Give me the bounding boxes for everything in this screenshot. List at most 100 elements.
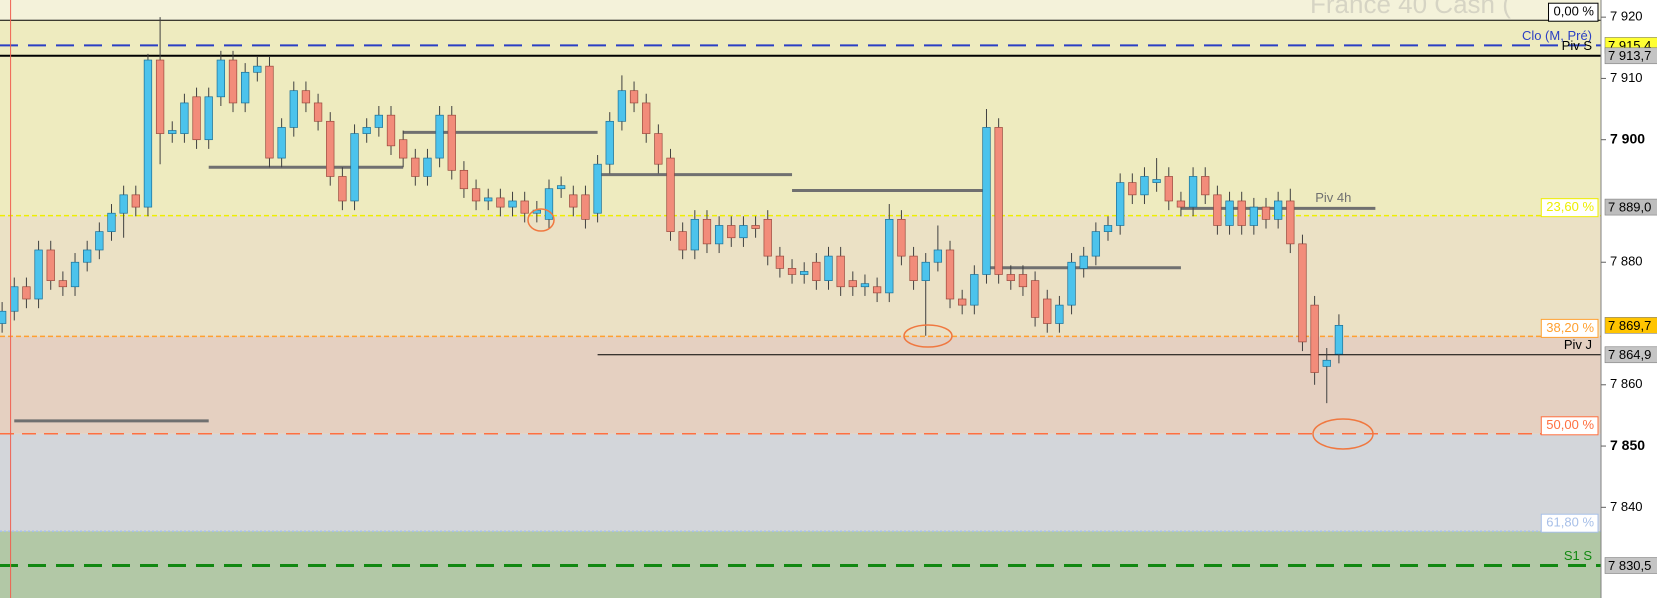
- candle-body: [1201, 176, 1210, 196]
- price-tag: [1604, 47, 1657, 65]
- candle-body: [544, 188, 554, 220]
- price-tag-label: 7 869,7: [1608, 318, 1651, 333]
- candle-body: [1249, 206, 1258, 226]
- candle-body: [1176, 200, 1186, 208]
- candle-body: [666, 157, 675, 232]
- candle-body: [119, 194, 128, 214]
- candle-body: [46, 249, 55, 281]
- candle-body: [180, 102, 189, 134]
- candle-body: [727, 225, 736, 239]
- candle-body: [1018, 274, 1028, 288]
- candle-body: [617, 90, 627, 122]
- fib-band: [0, 20, 1601, 216]
- price-tag-label: 7 913,7: [1608, 48, 1651, 63]
- candle-body: [1030, 280, 1040, 318]
- candle-body: [423, 157, 432, 177]
- candle-body: [1128, 182, 1137, 196]
- candle-body: [216, 59, 226, 98]
- candle-body: [1006, 274, 1015, 281]
- candle-body: [265, 65, 274, 159]
- candle-body: [800, 271, 809, 275]
- price-tag: [1604, 317, 1657, 334]
- candle-body: [168, 130, 177, 134]
- price-tag: [1604, 198, 1657, 216]
- level-label: Piv S: [1562, 38, 1593, 53]
- candle-body: [1152, 179, 1161, 183]
- candle-body: [1213, 194, 1222, 226]
- candle-body: [1298, 243, 1307, 343]
- y-tick-label: 7 910: [1610, 70, 1643, 85]
- candle-body: [702, 218, 712, 245]
- candle-body: [70, 261, 80, 288]
- candle-body: [1055, 304, 1064, 324]
- fib-label: 61,80 %: [1546, 515, 1594, 530]
- price-tag: [1604, 346, 1657, 364]
- candle-body: [1310, 304, 1319, 373]
- candle-body: [95, 231, 104, 251]
- candle-body: [107, 212, 116, 232]
- fib-bands: [0, 20, 1601, 598]
- y-tick-label: 7 850: [1610, 437, 1645, 453]
- candle-body: [508, 200, 517, 208]
- candle-body: [581, 194, 590, 220]
- candle-body: [714, 225, 724, 245]
- candle-body: [350, 133, 359, 202]
- candle-body: [1140, 176, 1149, 196]
- candle-body: [362, 127, 371, 134]
- fib-label-box: [1548, 2, 1599, 22]
- y-tick-label: 7 840: [1610, 499, 1643, 514]
- y-tick-label: 7 900: [1610, 130, 1645, 146]
- candle-body: [435, 114, 444, 159]
- candle-body: [313, 102, 323, 122]
- candle-body: [1091, 231, 1101, 257]
- y-tick-label: 7 920: [1610, 9, 1643, 24]
- candle-body: [897, 218, 906, 257]
- candle-body: [496, 197, 505, 208]
- candle-body: [0, 310, 7, 324]
- axis-background: [1601, 0, 1657, 598]
- candle-body: [885, 218, 894, 294]
- candle-body: [83, 249, 92, 263]
- candle-body: [1043, 298, 1052, 324]
- candle-body: [447, 114, 456, 171]
- fib-label: 50,00 %: [1546, 417, 1594, 432]
- candle-body: [1261, 206, 1271, 220]
- marks: Piv 4h Clo (M, Pré)Piv S Piv J S1 S 0,00 % 23…: [0, 2, 1601, 568]
- annotation-ellipse: [903, 324, 953, 348]
- candle-body: [629, 90, 639, 104]
- candle-body: [338, 176, 347, 202]
- fib-label-box: [1540, 416, 1599, 436]
- fib-label-box: [1540, 198, 1599, 218]
- candle-body: [605, 120, 614, 165]
- candle-body: [1334, 324, 1344, 355]
- annotation-ellipse: [1312, 418, 1374, 450]
- candle-body: [860, 283, 870, 288]
- candle-body: [970, 274, 979, 306]
- y-tick-label: 7 880: [1610, 254, 1643, 269]
- candle-body: [739, 225, 748, 239]
- candle-body: [241, 71, 250, 104]
- candle-body: [58, 280, 68, 288]
- pivot-label: Piv 4h: [1315, 190, 1351, 205]
- candle-body: [1286, 200, 1295, 245]
- candle-body: [143, 59, 153, 208]
- candle-body: [569, 194, 578, 208]
- fib-band: [0, 336, 1601, 434]
- candle-body: [374, 114, 383, 128]
- candle-body: [848, 280, 857, 288]
- price-tag-label: 7 830,5: [1608, 558, 1651, 573]
- candle-body: [1274, 200, 1283, 220]
- price-tag-label: 7 864,9: [1608, 347, 1651, 362]
- candle-body: [228, 59, 238, 104]
- price-tag-label: 7 889,0: [1608, 200, 1651, 215]
- candle-body: [520, 200, 529, 214]
- candle-body: [775, 255, 785, 269]
- fib-label-box: [1540, 318, 1599, 338]
- candle-body: [326, 120, 335, 177]
- candle-body: [1103, 225, 1113, 232]
- candle-body: [556, 185, 566, 190]
- candle-body: [399, 139, 408, 159]
- candle-body: [836, 255, 845, 288]
- y-tick-label: 7 860: [1610, 376, 1643, 391]
